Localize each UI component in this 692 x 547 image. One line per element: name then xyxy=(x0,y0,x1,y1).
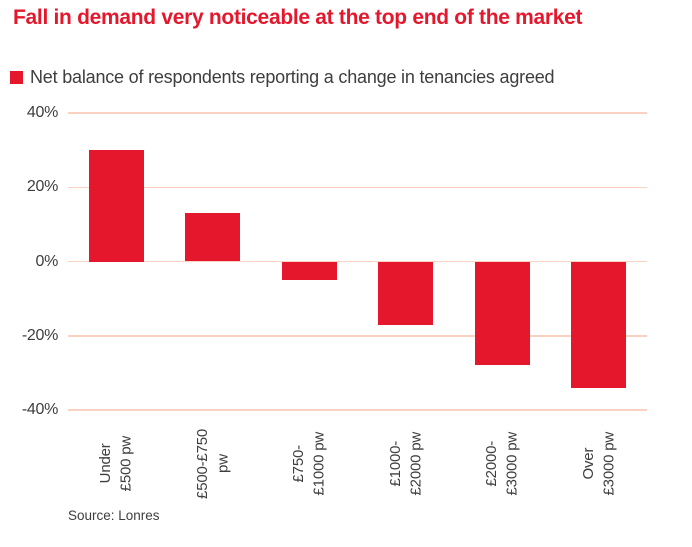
gridline xyxy=(68,335,647,337)
gridline xyxy=(68,409,647,411)
gridline xyxy=(68,260,647,263)
x-axis-label: Under £500 pw xyxy=(68,414,165,514)
y-axis-tick-label: 40% xyxy=(26,104,58,121)
x-axis-label: £500-£750 pw xyxy=(165,414,262,514)
gridline xyxy=(68,112,647,114)
bar-4 xyxy=(378,261,434,325)
bar-5 xyxy=(474,261,530,366)
legend-label: Net balance of respondents reporting a c… xyxy=(30,67,555,87)
legend: Net balance of respondents reporting a c… xyxy=(10,67,555,88)
x-axis-label-text: £1000- £2000 pw xyxy=(386,432,424,496)
x-axis-label: £1000- £2000 pw xyxy=(358,414,455,514)
x-axis-label-text: Under £500 pw xyxy=(97,436,135,492)
bar-2 xyxy=(185,213,241,262)
gridline xyxy=(68,186,647,188)
x-axis-label-text: £2000- £3000 pw xyxy=(483,432,521,496)
y-axis-tick-label: 0% xyxy=(35,252,58,270)
x-axis-labels: Under £500 pw £500-£750 pw £750- £1000 pw £… xyxy=(68,414,647,514)
bar-3 xyxy=(281,261,337,281)
source-note: Source: Lonres xyxy=(68,508,160,523)
bar-1 xyxy=(88,150,144,262)
x-axis-label: Over £3000 pw xyxy=(551,414,648,514)
x-axis-label: £2000- £3000 pw xyxy=(454,414,551,514)
y-axis-tick-label: -20% xyxy=(21,326,58,344)
x-axis-label-text: £500-£750 pw xyxy=(193,429,231,499)
plot-area: 40% 20% 0% -20% -40% xyxy=(22,105,647,418)
chart-title: Fall in demand very noticeable at the to… xyxy=(13,6,583,29)
y-axis-tick-label: 20% xyxy=(26,178,58,196)
legend-swatch-icon xyxy=(10,71,23,84)
bar-6 xyxy=(571,261,627,388)
x-axis-label: £750- £1000 pw xyxy=(261,414,358,514)
x-axis-label-text: £750- £1000 pw xyxy=(290,432,328,496)
y-axis-tick-label: -40% xyxy=(21,401,58,418)
x-axis-label-text: Over £3000 pw xyxy=(579,432,617,496)
